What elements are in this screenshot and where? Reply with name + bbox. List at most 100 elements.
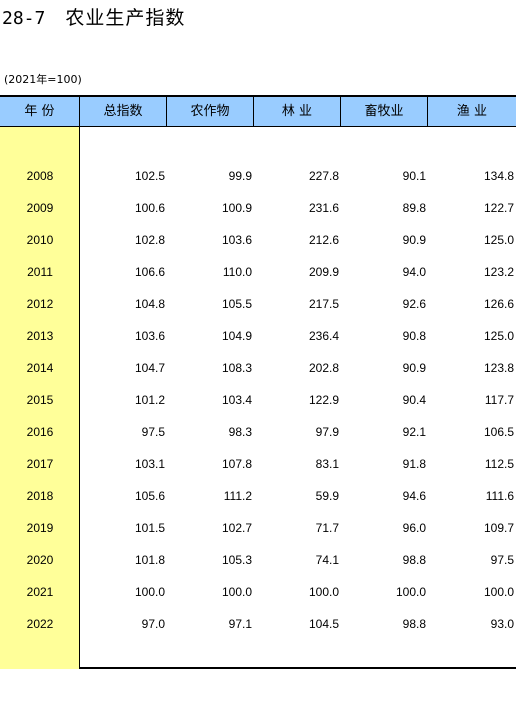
table-body: 2008 102.5 99.9 227.8 90.1 134.8 2009 100.6 100.…	[0, 160, 516, 640]
cell-fishery: 123.8	[483, 361, 514, 375]
cell-forestry: 74.1	[315, 553, 339, 567]
cell-crops: 103.6	[221, 233, 252, 247]
cell-fishery: 109.7	[483, 521, 514, 535]
page-title: 28-7 农业生产指数	[2, 6, 185, 31]
cell-total-index: 101.2	[134, 393, 165, 407]
cell-crops: 103.4	[221, 393, 252, 407]
header-animal-husbandry: 畜牧业	[341, 97, 428, 126]
cell-year: 2011	[27, 265, 53, 279]
table-row: 2020 101.8 105.3 74.1 98.8 97.5	[0, 544, 516, 576]
table-row: 2015 101.2 103.4 122.9 90.4 117.7	[0, 384, 516, 416]
cell-year: 2014	[26, 361, 54, 375]
table-row: 2008 102.5 99.9 227.8 90.1 134.8	[0, 160, 516, 192]
cell-forestry: 217.5	[308, 297, 339, 311]
cell-total-index: 103.6	[134, 329, 165, 343]
cell-total-index: 97.0	[141, 617, 165, 631]
cell-crops: 111.2	[223, 489, 252, 503]
cell-year: 2022	[26, 617, 54, 631]
cell-animal-husbandry: 94.0	[402, 265, 426, 279]
cell-forestry: 231.6	[308, 201, 339, 215]
table-row: 2019 101.5 102.7 71.7 96.0 109.7	[0, 512, 516, 544]
cell-crops: 98.3	[228, 425, 252, 439]
cell-animal-husbandry: 90.4	[402, 393, 426, 407]
cell-year: 2017	[26, 457, 54, 471]
header-fishery: 渔 业	[456, 104, 488, 119]
cell-fishery: 125.0	[483, 233, 514, 247]
cell-crops: 104.9	[221, 329, 252, 343]
cell-year: 2008	[26, 169, 54, 183]
cell-year: 2021	[26, 585, 54, 599]
unit-note: (2021年=100)	[4, 73, 82, 86]
header-total-index: 总指数	[80, 97, 167, 126]
cell-forestry: 236.4	[308, 329, 339, 343]
table-row: 2022 97.0 97.1 104.5 98.8 93.0	[0, 608, 516, 640]
header-year: 年 份	[0, 97, 80, 126]
cell-fishery: 126.6	[483, 297, 514, 311]
cell-forestry: 59.9	[315, 489, 339, 503]
cell-animal-husbandry: 92.6	[402, 297, 426, 311]
cell-forestry: 227.8	[308, 169, 339, 183]
cell-year: 2016	[26, 425, 54, 439]
cell-animal-husbandry: 98.8	[402, 553, 426, 567]
cell-forestry: 71.7	[315, 521, 339, 535]
header-forestry: 林 业	[254, 97, 341, 126]
cell-crops: 107.8	[221, 457, 252, 471]
cell-total-index: 102.8	[134, 233, 165, 247]
table-row: 2012 104.8 105.5 217.5 92.6 126.6	[0, 288, 516, 320]
cell-crops: 110.0	[222, 265, 252, 279]
cell-year: 2015	[26, 393, 54, 407]
cell-crops: 100.9	[221, 201, 252, 215]
cell-forestry: 212.6	[308, 233, 339, 247]
cell-animal-husbandry: 91.8	[402, 457, 426, 471]
cell-fishery: 97.5	[490, 553, 514, 567]
table-number: 28-7	[2, 8, 46, 29]
cell-animal-husbandry: 90.1	[402, 169, 426, 183]
year-column-background	[0, 127, 80, 669]
cell-total-index: 100.6	[134, 201, 165, 215]
cell-total-index: 101.5	[134, 521, 165, 535]
cell-total-index: 106.6	[134, 265, 165, 279]
cell-animal-husbandry: 90.9	[402, 233, 426, 247]
cell-fishery: 112.5	[484, 457, 514, 471]
cell-crops: 100.0	[221, 585, 252, 599]
cell-animal-husbandry: 90.8	[402, 329, 426, 343]
cell-forestry: 100.0	[308, 585, 339, 599]
cell-forestry: 202.8	[308, 361, 339, 375]
cell-total-index: 105.6	[134, 489, 165, 503]
cell-year: 2018	[26, 489, 54, 503]
cell-total-index: 104.8	[134, 297, 165, 311]
cell-total-index: 100.0	[134, 585, 165, 599]
cell-total-index: 101.8	[134, 553, 165, 567]
table-row: 2010 102.8 103.6 212.6 90.9 125.0	[0, 224, 516, 256]
cell-year: 2010	[26, 233, 54, 247]
cell-fishery: 106.5	[483, 425, 514, 439]
cell-crops: 97.1	[228, 617, 252, 631]
cell-year: 2009	[26, 201, 54, 215]
cell-fishery: 122.7	[483, 201, 514, 215]
cell-fishery: 93.0	[490, 617, 514, 631]
cell-animal-husbandry: 96.0	[402, 521, 426, 535]
cell-forestry: 209.9	[308, 265, 339, 279]
cell-year: 2019	[26, 521, 54, 535]
cell-crops: 105.3	[221, 553, 252, 567]
table-title: 农业生产指数	[65, 7, 186, 29]
cell-crops: 102.7	[221, 521, 252, 535]
cell-crops: 108.3	[221, 361, 252, 375]
cell-animal-husbandry: 98.8	[402, 617, 426, 631]
table-row: 2013 103.6 104.9 236.4 90.8 125.0	[0, 320, 516, 352]
cell-animal-husbandry: 100.0	[395, 585, 426, 599]
cell-fishery: 125.0	[483, 329, 514, 343]
data-table: 年 份 总指数 农作物 林 业 畜牧业 渔 业 2008 102.5 99.9 227…	[0, 95, 516, 669]
cell-total-index: 97.5	[141, 425, 165, 439]
cell-animal-husbandry: 94.6	[402, 489, 426, 503]
cell-year: 2012	[26, 297, 54, 311]
cell-total-index: 103.1	[134, 457, 165, 471]
cell-fishery: 117.7	[484, 393, 514, 407]
cell-forestry: 122.9	[308, 393, 339, 407]
cell-crops: 105.5	[221, 297, 252, 311]
table-row: 2021 100.0 100.0 100.0 100.0 100.0	[0, 576, 516, 608]
cell-fishery: 111.6	[485, 489, 514, 503]
table-header: 年 份 总指数 农作物 林 业 畜牧业 渔 业	[0, 97, 516, 127]
table-row: 2016 97.5 98.3 97.9 92.1 106.5	[0, 416, 516, 448]
cell-animal-husbandry: 92.1	[402, 425, 426, 439]
